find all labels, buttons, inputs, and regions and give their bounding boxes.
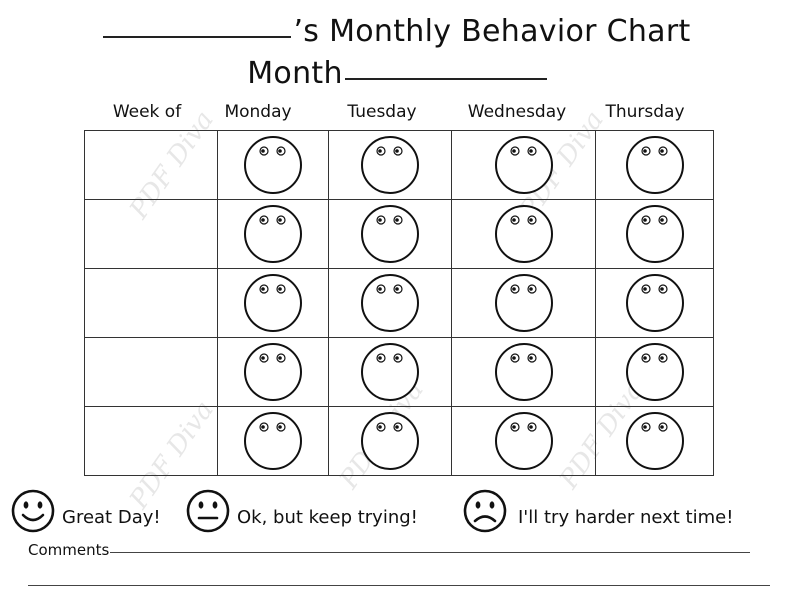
face-holder (452, 269, 595, 337)
comments-field-second-line[interactable] (28, 585, 770, 586)
day-cell-monday[interactable] (217, 130, 329, 200)
blank-face-icon (244, 136, 302, 194)
month-label: Month (247, 56, 343, 91)
day-cell-thursday[interactable] (595, 199, 714, 269)
blank-face-icon (244, 343, 302, 401)
face-holder (596, 269, 713, 337)
blank-face-icon (494, 343, 553, 401)
face-holder (218, 338, 328, 406)
day-cell-thursday[interactable] (595, 337, 714, 407)
blank-face-icon (361, 205, 419, 263)
blank-face-icon (494, 412, 553, 470)
day-cell-monday[interactable] (217, 337, 329, 407)
face-holder (596, 338, 713, 406)
week-of-cell[interactable] (84, 337, 218, 407)
face-holder (452, 407, 595, 475)
week-of-cell[interactable] (84, 199, 218, 269)
day-cell-wednesday[interactable] (451, 268, 596, 338)
title-text: ’s Monthly Behavior Chart (293, 14, 691, 49)
blank-face-icon (361, 274, 419, 332)
day-cell-thursday[interactable] (595, 130, 714, 200)
day-cell-wednesday[interactable] (451, 406, 596, 476)
table-row (84, 130, 714, 200)
blank-face-icon (494, 205, 553, 263)
face-holder (329, 131, 451, 199)
face-holder (452, 131, 595, 199)
legend-item-great: Great Day! (10, 486, 161, 536)
chart-title: ’s Monthly Behavior Chart (0, 14, 794, 50)
blank-face-icon (244, 412, 302, 470)
day-cell-tuesday[interactable] (328, 337, 452, 407)
blank-face-icon (494, 136, 553, 194)
name-blank[interactable] (103, 35, 292, 38)
table-row (84, 406, 714, 476)
day-cell-wednesday[interactable] (451, 199, 596, 269)
face-holder (596, 200, 713, 268)
face-holder (218, 200, 328, 268)
week-of-cell[interactable] (84, 130, 218, 200)
day-cell-monday[interactable] (217, 268, 329, 338)
face-holder (452, 338, 595, 406)
month-blank[interactable] (344, 77, 547, 80)
day-cell-tuesday[interactable] (328, 199, 452, 269)
face-holder (596, 131, 713, 199)
day-cell-thursday[interactable] (595, 268, 714, 338)
behavior-grid (84, 130, 714, 476)
column-header-wednesday: Wednesday (467, 102, 567, 122)
blank-face-icon (625, 412, 684, 470)
table-row (84, 199, 714, 269)
blank-face-icon (244, 274, 302, 332)
day-cell-wednesday[interactable] (451, 337, 596, 407)
blank-face-icon (244, 205, 302, 263)
comments-label: Comments (28, 541, 110, 559)
legend-item-try-harder: I'll try harder next time! (462, 486, 733, 536)
column-header-monday: Monday (224, 102, 292, 122)
neutral-face-icon (186, 489, 230, 533)
day-cell-thursday[interactable] (595, 406, 714, 476)
week-of-cell[interactable] (84, 406, 218, 476)
day-cell-tuesday[interactable] (328, 130, 452, 200)
blank-face-icon (625, 205, 684, 263)
face-holder (329, 407, 451, 475)
face-holder (329, 200, 451, 268)
face-holder (596, 407, 713, 475)
table-row (84, 337, 714, 407)
week-of-cell[interactable] (84, 268, 218, 338)
day-cell-tuesday[interactable] (328, 268, 452, 338)
comments-field[interactable] (110, 551, 751, 553)
legend-item-ok: Ok, but keep trying! (185, 486, 418, 536)
blank-face-icon (361, 343, 419, 401)
day-cell-monday[interactable] (217, 199, 329, 269)
blank-face-icon (361, 136, 419, 194)
blank-face-icon (625, 343, 684, 401)
face-holder (329, 269, 451, 337)
face-holder (218, 131, 328, 199)
blank-face-icon (361, 412, 419, 470)
column-header-tuesday: Tuesday (347, 102, 417, 122)
blank-face-icon (625, 274, 684, 332)
blank-face-icon (625, 136, 684, 194)
day-cell-wednesday[interactable] (451, 130, 596, 200)
month-line: Month (0, 56, 794, 92)
legend-label: Ok, but keep trying! (237, 507, 418, 528)
face-holder (218, 269, 328, 337)
legend-label: I'll try harder next time! (518, 507, 734, 528)
day-cell-monday[interactable] (217, 406, 329, 476)
day-cell-tuesday[interactable] (328, 406, 452, 476)
legend-label: Great Day! (62, 507, 161, 528)
face-holder (218, 407, 328, 475)
blank-face-icon (494, 274, 553, 332)
face-holder (329, 338, 451, 406)
smiley-face-icon (11, 489, 55, 533)
comments-line: Comments (28, 541, 751, 559)
table-row (84, 268, 714, 338)
column-header-week-of: Week of (112, 102, 182, 122)
column-header-thursday: Thursday (605, 102, 685, 122)
frown-face-icon (463, 489, 507, 533)
face-holder (452, 200, 595, 268)
legend: Great Day! Ok, but keep trying! I'll try… (0, 486, 794, 536)
